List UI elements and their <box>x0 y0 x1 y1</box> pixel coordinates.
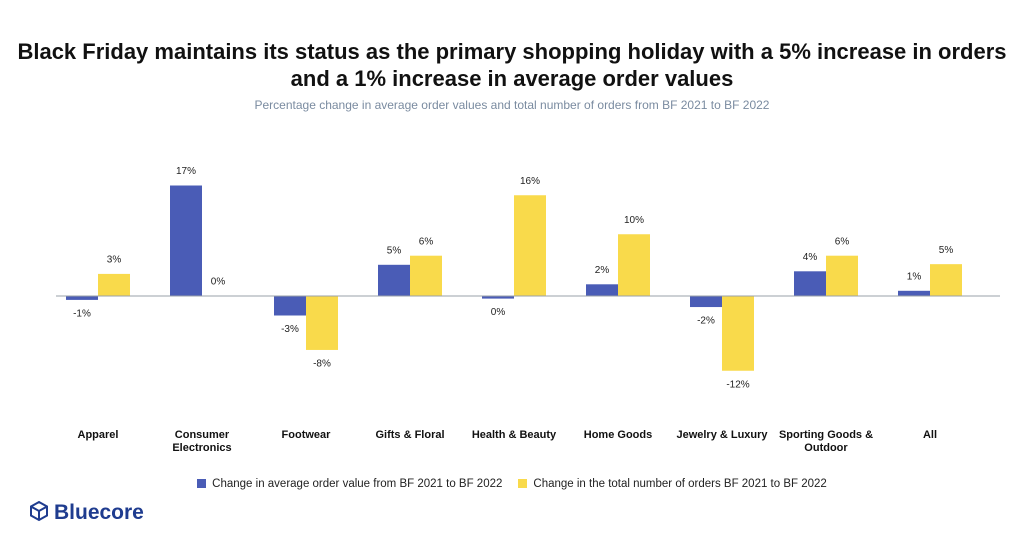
bar <box>482 296 514 299</box>
data-label: 3% <box>107 255 122 266</box>
legend-item: Change in the total number of orders BF … <box>518 478 827 490</box>
bar <box>378 264 410 296</box>
bar <box>722 296 754 371</box>
x-tick-label: Home Goods <box>583 429 653 441</box>
bar <box>586 284 618 296</box>
bar <box>690 296 722 308</box>
legend-swatch <box>518 479 528 488</box>
chart-title: Black Friday maintains its status as the… <box>17 39 1007 91</box>
brand-icon <box>30 500 48 522</box>
data-label: 0% <box>491 307 506 318</box>
bar <box>410 255 442 296</box>
bar <box>794 271 826 296</box>
x-tick-label: Jewelry & Luxury <box>676 429 768 441</box>
x-tick-label: Sporting Goods & Outdoor <box>778 429 874 454</box>
data-label: 16% <box>520 176 540 187</box>
data-label: -8% <box>313 359 331 370</box>
x-tick-label: Health & Beauty <box>471 429 557 441</box>
bar <box>826 255 858 296</box>
brand: Bluecore <box>28 500 144 525</box>
x-tick-label: Footwear <box>281 429 331 441</box>
data-label: -2% <box>697 316 715 327</box>
data-label: 5% <box>939 245 954 256</box>
x-tick-label: Gifts & Floral <box>375 429 445 441</box>
data-label: 6% <box>835 236 850 247</box>
data-label: 2% <box>595 265 610 276</box>
legend-item: Change in average order value from BF 20… <box>197 478 502 490</box>
data-label: 5% <box>387 245 402 256</box>
bar <box>170 185 202 296</box>
data-label: -3% <box>281 324 299 335</box>
data-label: 1% <box>907 271 922 282</box>
x-tick-label: Consumer Electronics <box>172 429 232 454</box>
chart-subtitle: Percentage change in average order value… <box>254 98 770 112</box>
bar <box>306 296 338 350</box>
legend-label: Change in average order value from BF 20… <box>212 478 503 490</box>
legend: Change in average order value from BF 20… <box>0 478 1024 490</box>
x-tick-label: Apparel <box>77 429 119 441</box>
data-label: 6% <box>419 236 434 247</box>
x-tick-label: All <box>922 429 938 441</box>
data-label: 10% <box>624 215 644 226</box>
data-label: -1% <box>73 309 91 320</box>
bar <box>98 273 130 296</box>
data-label: -12% <box>726 379 749 390</box>
bar <box>66 296 98 300</box>
bar <box>618 234 650 296</box>
bar <box>274 296 306 316</box>
bar <box>930 264 962 296</box>
legend-label: Change in the total number of orders BF … <box>533 478 827 490</box>
bar <box>514 195 546 296</box>
data-label: 4% <box>803 252 818 263</box>
bar <box>898 290 930 296</box>
legend-swatch <box>197 479 207 488</box>
brand-name: Bluecore <box>54 501 144 524</box>
data-label: 0% <box>211 277 226 288</box>
data-label: 17% <box>176 166 196 177</box>
